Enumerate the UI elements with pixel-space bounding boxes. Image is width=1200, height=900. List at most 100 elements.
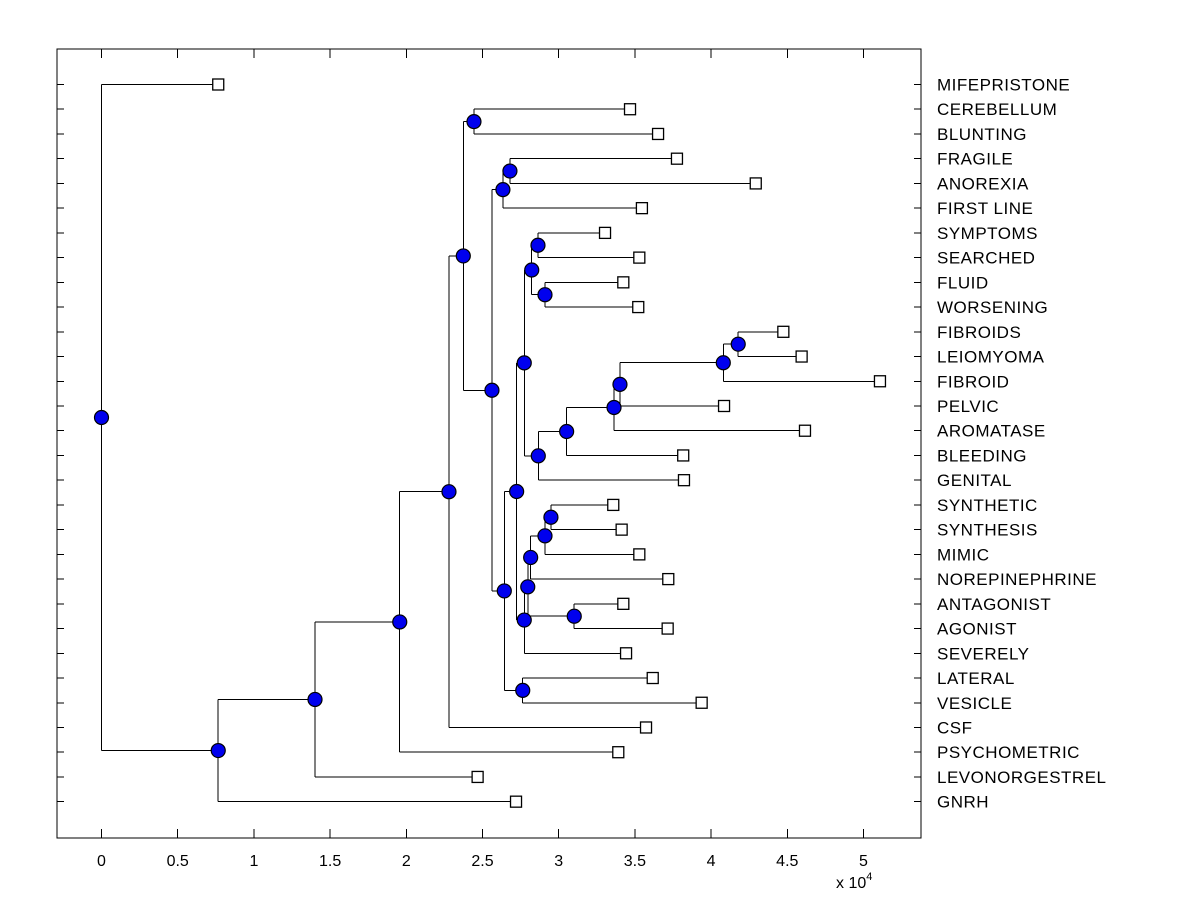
leaf-marker[interactable] <box>623 103 637 116</box>
leaf-marker[interactable] <box>749 177 762 190</box>
leaf-label: FIRST LINE <box>937 199 1033 218</box>
node-marker[interactable] <box>502 163 518 179</box>
leaf-marker[interactable] <box>617 276 630 289</box>
leaf-marker[interactable] <box>632 300 645 314</box>
leaf-label: LEVONORGESTREL <box>937 768 1107 787</box>
leaf-label: FLUID <box>937 273 989 292</box>
node-marker[interactable] <box>516 612 532 628</box>
leaf-marker[interactable] <box>633 548 646 561</box>
leaf-label: WORSENING <box>937 298 1048 317</box>
leaf-marker[interactable] <box>873 375 887 388</box>
leaf-label: FRAGILE <box>937 150 1013 169</box>
x-tick-label: 3 <box>554 853 563 870</box>
leaf-marker[interactable] <box>612 746 625 759</box>
leaf-marker[interactable] <box>717 399 731 413</box>
node-marker[interactable] <box>495 182 511 198</box>
leaf-marker[interactable] <box>777 325 790 338</box>
leaf-marker[interactable] <box>798 424 812 437</box>
leaf-label: AGONIST <box>937 620 1017 639</box>
leaf-marker[interactable] <box>617 597 630 610</box>
leaf-label: SEARCHED <box>937 249 1035 268</box>
leaf-label: BLUNTING <box>937 125 1027 144</box>
leaf-marker[interactable] <box>646 671 659 685</box>
x-tick-label: 0.5 <box>167 853 189 870</box>
leaf-label: ANOREXIA <box>937 174 1029 193</box>
node-marker[interactable] <box>516 355 532 371</box>
node-marker[interactable] <box>441 484 457 500</box>
x-tick-label: 4.5 <box>776 853 798 870</box>
node-marker[interactable] <box>523 549 539 566</box>
leaf-label: LEIOMYOMA <box>937 348 1045 367</box>
leaf-marker[interactable] <box>633 251 646 264</box>
leaf-marker[interactable] <box>795 350 808 363</box>
node-marker[interactable] <box>515 682 531 698</box>
node-marker[interactable] <box>543 509 559 525</box>
node-marker[interactable] <box>210 742 226 759</box>
leaf-marker[interactable] <box>661 622 674 635</box>
axis-scale-label: x 104 <box>836 871 872 892</box>
leaf-marker[interactable] <box>651 127 665 141</box>
leaf-label: FIBROID <box>937 372 1009 391</box>
node-marker[interactable] <box>730 336 746 352</box>
leaf-label: MIFEPRISTONE <box>937 76 1070 95</box>
leaf-label: CSF <box>937 718 973 737</box>
leaf-label: VESICLE <box>937 694 1012 713</box>
leaf-marker[interactable] <box>677 474 691 487</box>
leaf-label: SYNTHETIC <box>937 496 1038 515</box>
node-marker[interactable] <box>484 382 500 398</box>
axes-box <box>56 48 922 839</box>
leaf-label: GENITAL <box>937 471 1012 490</box>
leaf-marker[interactable] <box>615 523 628 536</box>
node-marker[interactable] <box>530 237 546 253</box>
leaf-marker[interactable] <box>607 498 620 512</box>
leaf-label: GNRH <box>937 793 989 812</box>
node-marker[interactable] <box>566 608 582 624</box>
node-marker[interactable] <box>455 248 471 264</box>
node-marker[interactable] <box>530 448 546 464</box>
leaf-label: SEVERELY <box>937 644 1030 663</box>
leaf-marker[interactable] <box>212 78 225 91</box>
leaf-label: BLEEDING <box>937 446 1027 465</box>
leaf-marker[interactable] <box>670 152 684 165</box>
x-tick-label: 2 <box>402 853 411 870</box>
leaf-marker[interactable] <box>662 572 675 586</box>
leaf-marker[interactable] <box>695 696 708 709</box>
x-tick-label: 5 <box>859 853 868 870</box>
x-tick-label: 4 <box>707 853 716 870</box>
leaf-label: LATERAL <box>937 669 1015 688</box>
leaf-marker[interactable] <box>598 226 612 240</box>
leaf-marker[interactable] <box>677 449 690 462</box>
leaf-marker[interactable] <box>639 721 653 734</box>
node-marker[interactable] <box>606 399 622 416</box>
node-marker[interactable] <box>466 113 482 130</box>
leaf-label: FIBROIDS <box>937 323 1021 342</box>
x-tick-label: 2.5 <box>471 853 493 870</box>
node-marker[interactable] <box>392 614 408 630</box>
leaf-label: PSYCHOMETRIC <box>937 743 1080 762</box>
node-marker[interactable] <box>612 376 628 392</box>
node-marker[interactable] <box>307 691 323 708</box>
x-tick-label: 3.5 <box>624 853 646 870</box>
leaf-marker[interactable] <box>509 795 523 808</box>
node-marker[interactable] <box>520 579 536 595</box>
node-marker[interactable] <box>559 423 575 440</box>
leaf-label: SYMPTOMS <box>937 224 1038 243</box>
leaf-marker[interactable] <box>635 201 649 215</box>
leaf-label: MIMIC <box>937 545 990 564</box>
x-tick-label: 1 <box>249 853 258 870</box>
leaf-marker[interactable] <box>471 770 484 784</box>
x-tick-label: 0 <box>97 853 106 870</box>
node-marker[interactable] <box>524 262 540 278</box>
leaf-label: NOREPINEPHRINE <box>937 570 1097 589</box>
x-tick-label: 1.5 <box>319 853 341 870</box>
leaf-marker[interactable] <box>619 647 633 660</box>
node-marker[interactable] <box>509 483 525 500</box>
node-marker[interactable] <box>537 287 553 303</box>
leaf-label: PELVIC <box>937 397 999 416</box>
node-marker[interactable] <box>496 583 512 599</box>
leaf-label: AROMATASE <box>937 422 1046 441</box>
node-marker[interactable] <box>715 355 731 371</box>
node-marker[interactable] <box>537 528 553 544</box>
node-marker[interactable] <box>93 409 110 426</box>
